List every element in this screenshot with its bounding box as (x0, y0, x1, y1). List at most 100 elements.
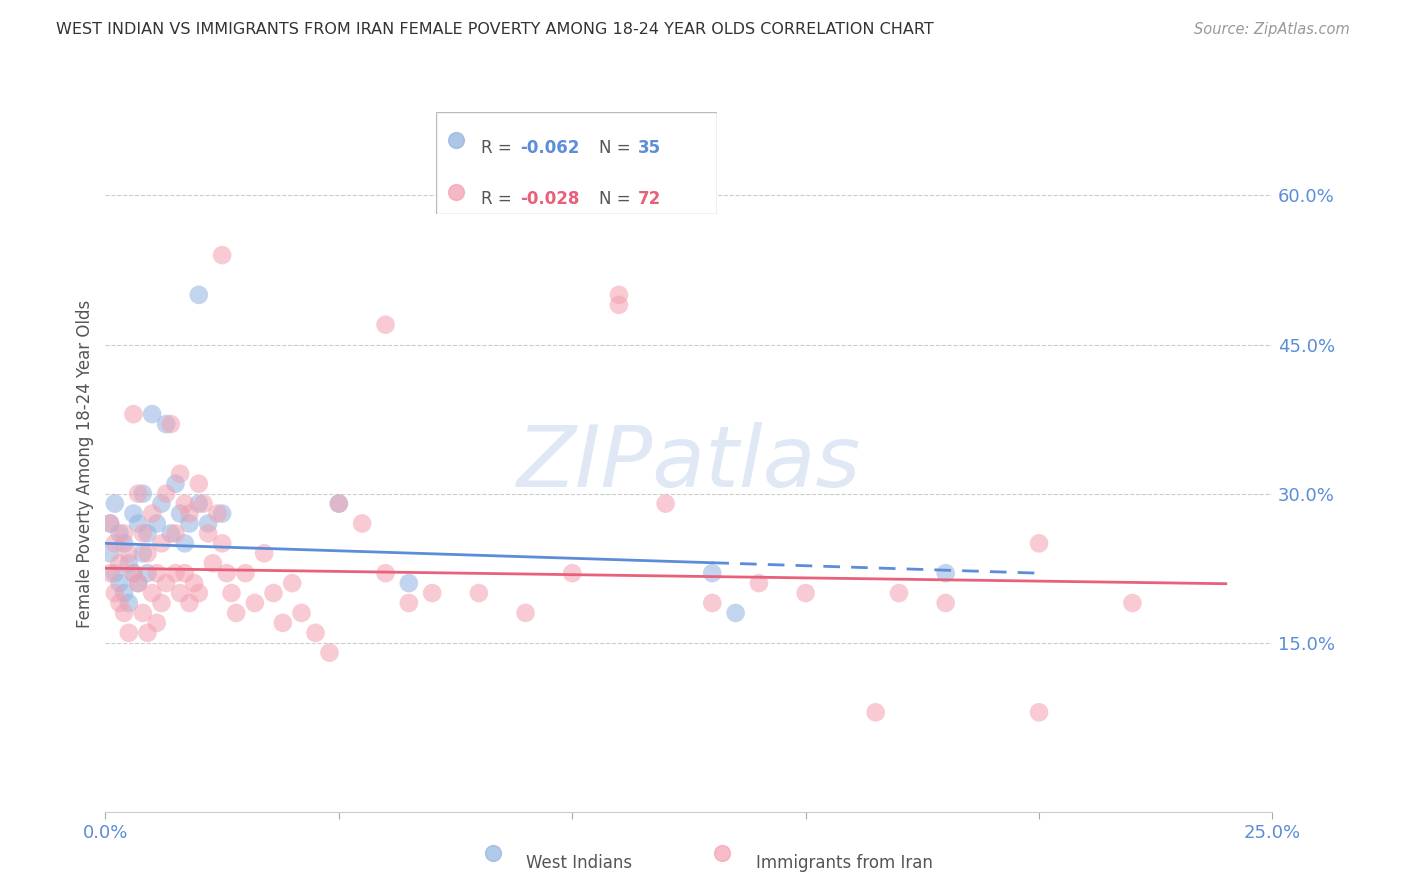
Point (887, 586, 910, 600)
Point (122, 407, 145, 421)
Point (187, 497, 209, 511)
Text: Immigrants from Iran: Immigrants from Iran (755, 854, 932, 872)
Point (398, 576, 420, 591)
Point (935, 566, 957, 581)
Point (146, 615, 169, 630)
Point (98, 546, 121, 560)
Text: 72: 72 (638, 190, 662, 208)
Point (108, 556, 131, 570)
Text: Source: ZipAtlas.com: Source: ZipAtlas.com (1194, 22, 1350, 37)
Point (263, 586, 285, 600)
Point (290, 606, 312, 620)
Point (211, 507, 233, 521)
Point (197, 526, 219, 541)
Point (104, 497, 127, 511)
Point (169, 507, 191, 521)
Point (561, 566, 583, 581)
Text: -0.062: -0.062 (520, 138, 579, 157)
Point (104, 586, 127, 600)
Text: N =: N = (599, 138, 636, 157)
Point (173, 566, 195, 581)
Point (173, 497, 195, 511)
Point (179, 507, 201, 521)
Point (179, 596, 201, 610)
Point (328, 497, 350, 511)
Point (187, 476, 209, 491)
Point (118, 625, 141, 640)
Text: 35: 35 (638, 138, 661, 157)
Point (215, 566, 238, 581)
Point (179, 516, 201, 531)
Point (165, 526, 187, 541)
Point (136, 526, 159, 541)
Point (607, 298, 630, 312)
Point (165, 566, 187, 581)
Point (235, 566, 257, 581)
Point (146, 516, 169, 531)
Point (122, 566, 145, 581)
Point (398, 596, 420, 610)
Point (169, 467, 191, 481)
Point (118, 556, 141, 570)
Point (112, 536, 135, 550)
Point (211, 536, 233, 550)
Point (724, 606, 747, 620)
Point (132, 546, 155, 560)
Point (318, 646, 340, 660)
Point (374, 318, 396, 332)
Point (654, 497, 676, 511)
Y-axis label: Female Poverty Among 18-24 Year Olds: Female Poverty Among 18-24 Year Olds (76, 300, 94, 628)
Point (165, 476, 187, 491)
Point (132, 526, 155, 541)
Point (112, 606, 135, 620)
Point (748, 576, 770, 591)
Point (183, 576, 205, 591)
Text: R =: R = (481, 190, 517, 208)
Point (98, 566, 121, 581)
Point (201, 556, 224, 570)
Point (155, 576, 177, 591)
Point (711, 846, 734, 860)
Point (136, 625, 159, 640)
Point (193, 497, 215, 511)
Text: ZIPatlas: ZIPatlas (517, 422, 860, 506)
Point (865, 706, 887, 720)
Point (515, 606, 537, 620)
Text: R =: R = (481, 138, 517, 157)
Point (159, 526, 181, 541)
Point (225, 606, 247, 620)
Point (122, 566, 145, 581)
Point (112, 526, 135, 541)
Point (607, 288, 630, 302)
Point (281, 576, 304, 591)
Point (104, 536, 127, 550)
Point (98, 516, 121, 531)
Point (481, 846, 503, 860)
Point (304, 625, 326, 640)
Point (374, 566, 396, 581)
Point (141, 586, 163, 600)
Point (1028, 706, 1050, 720)
Point (127, 576, 149, 591)
Point (207, 507, 229, 521)
Point (221, 586, 243, 600)
Point (104, 566, 127, 581)
Point (1121, 596, 1143, 610)
Text: N =: N = (599, 190, 636, 208)
Point (127, 576, 149, 591)
Point (1028, 536, 1050, 550)
Text: West Indians: West Indians (526, 854, 633, 872)
Point (132, 486, 155, 500)
Text: WEST INDIAN VS IMMIGRANTS FROM IRAN FEMALE POVERTY AMONG 18-24 YEAR OLDS CORRELA: WEST INDIAN VS IMMIGRANTS FROM IRAN FEMA… (56, 22, 934, 37)
Point (108, 596, 131, 610)
Point (702, 596, 724, 610)
Point (150, 497, 173, 511)
Point (150, 536, 173, 550)
Point (127, 486, 149, 500)
Point (146, 566, 169, 581)
Point (253, 546, 276, 560)
Point (169, 586, 191, 600)
Point (173, 536, 195, 550)
Point (155, 417, 177, 431)
Point (794, 586, 817, 600)
